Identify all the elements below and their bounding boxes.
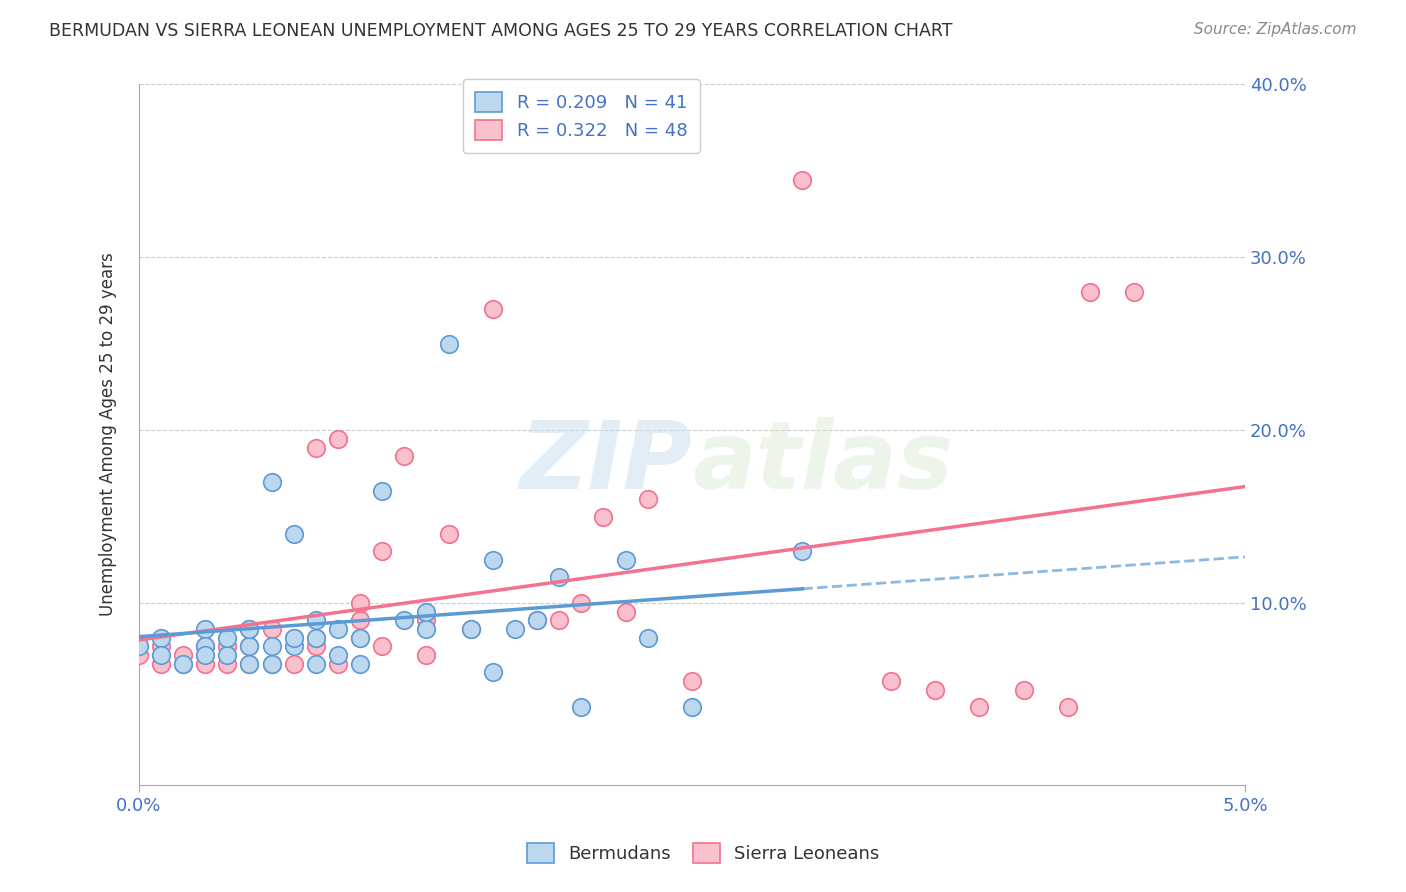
Point: [792, 544, 814, 558]
Point: [150, 657, 173, 671]
Point: [548, 570, 571, 584]
Point: [128, 648, 150, 662]
Point: [548, 614, 571, 628]
Point: [305, 657, 328, 671]
Point: [371, 483, 394, 498]
Point: [194, 657, 217, 671]
Point: [569, 596, 592, 610]
Point: [371, 544, 394, 558]
Point: [305, 441, 328, 455]
Point: [482, 302, 505, 317]
Point: [569, 700, 592, 714]
Point: [238, 657, 260, 671]
Point: [172, 648, 194, 662]
Point: [260, 657, 283, 671]
Legend: R = 0.209   N = 41, R = 0.322   N = 48: R = 0.209 N = 41, R = 0.322 N = 48: [463, 79, 700, 153]
Point: [172, 657, 194, 671]
Point: [681, 673, 703, 688]
Point: [592, 509, 614, 524]
Point: [283, 657, 305, 671]
Point: [415, 622, 437, 636]
Point: [194, 640, 217, 654]
Point: [437, 336, 460, 351]
Point: [194, 648, 217, 662]
Point: [217, 640, 239, 654]
Point: [260, 657, 283, 671]
Point: [217, 648, 239, 662]
Point: [482, 553, 505, 567]
Point: [217, 657, 239, 671]
Point: [1012, 682, 1035, 697]
Text: Source: ZipAtlas.com: Source: ZipAtlas.com: [1194, 22, 1357, 37]
Point: [924, 682, 946, 697]
Legend: Bermudans, Sierra Leoneans: Bermudans, Sierra Leoneans: [516, 832, 890, 874]
Point: [283, 527, 305, 541]
Y-axis label: Unemployment Among Ages 25 to 29 years: Unemployment Among Ages 25 to 29 years: [100, 252, 117, 616]
Point: [283, 631, 305, 645]
Point: [128, 640, 150, 654]
Point: [326, 622, 349, 636]
Point: [194, 648, 217, 662]
Point: [349, 631, 371, 645]
Point: [969, 700, 991, 714]
Point: [1123, 285, 1146, 299]
Point: [880, 673, 903, 688]
Point: [150, 648, 173, 662]
Point: [150, 640, 173, 654]
Point: [637, 492, 659, 507]
Point: [1057, 700, 1080, 714]
Point: [150, 631, 173, 645]
Point: [792, 172, 814, 186]
Point: [349, 657, 371, 671]
Point: [305, 631, 328, 645]
Point: [238, 657, 260, 671]
Point: [460, 622, 482, 636]
Point: [415, 614, 437, 628]
Point: [260, 640, 283, 654]
Point: [194, 640, 217, 654]
Point: [172, 657, 194, 671]
Point: [305, 631, 328, 645]
Point: [437, 527, 460, 541]
Point: [614, 605, 637, 619]
Point: [194, 622, 217, 636]
Point: [305, 640, 328, 654]
Point: [637, 631, 659, 645]
Point: [260, 475, 283, 490]
Point: [371, 640, 394, 654]
Point: [503, 622, 526, 636]
Text: atlas: atlas: [692, 417, 953, 508]
Point: [326, 648, 349, 662]
Point: [681, 700, 703, 714]
Point: [283, 631, 305, 645]
Point: [349, 631, 371, 645]
Point: [1078, 285, 1101, 299]
Point: [238, 640, 260, 654]
Point: [614, 553, 637, 567]
Point: [460, 622, 482, 636]
Point: [238, 640, 260, 654]
Point: [260, 622, 283, 636]
Point: [238, 622, 260, 636]
Point: [349, 614, 371, 628]
Point: [326, 432, 349, 446]
Point: [326, 657, 349, 671]
Point: [415, 605, 437, 619]
Text: ZIP: ZIP: [519, 417, 692, 508]
Point: [217, 631, 239, 645]
Point: [482, 665, 505, 680]
Point: [349, 596, 371, 610]
Point: [238, 622, 260, 636]
Point: [526, 614, 548, 628]
Point: [283, 640, 305, 654]
Text: BERMUDAN VS SIERRA LEONEAN UNEMPLOYMENT AMONG AGES 25 TO 29 YEARS CORRELATION CH: BERMUDAN VS SIERRA LEONEAN UNEMPLOYMENT …: [49, 22, 953, 40]
Point: [394, 614, 416, 628]
Point: [394, 449, 416, 463]
Point: [526, 614, 548, 628]
Point: [305, 614, 328, 628]
Point: [415, 648, 437, 662]
